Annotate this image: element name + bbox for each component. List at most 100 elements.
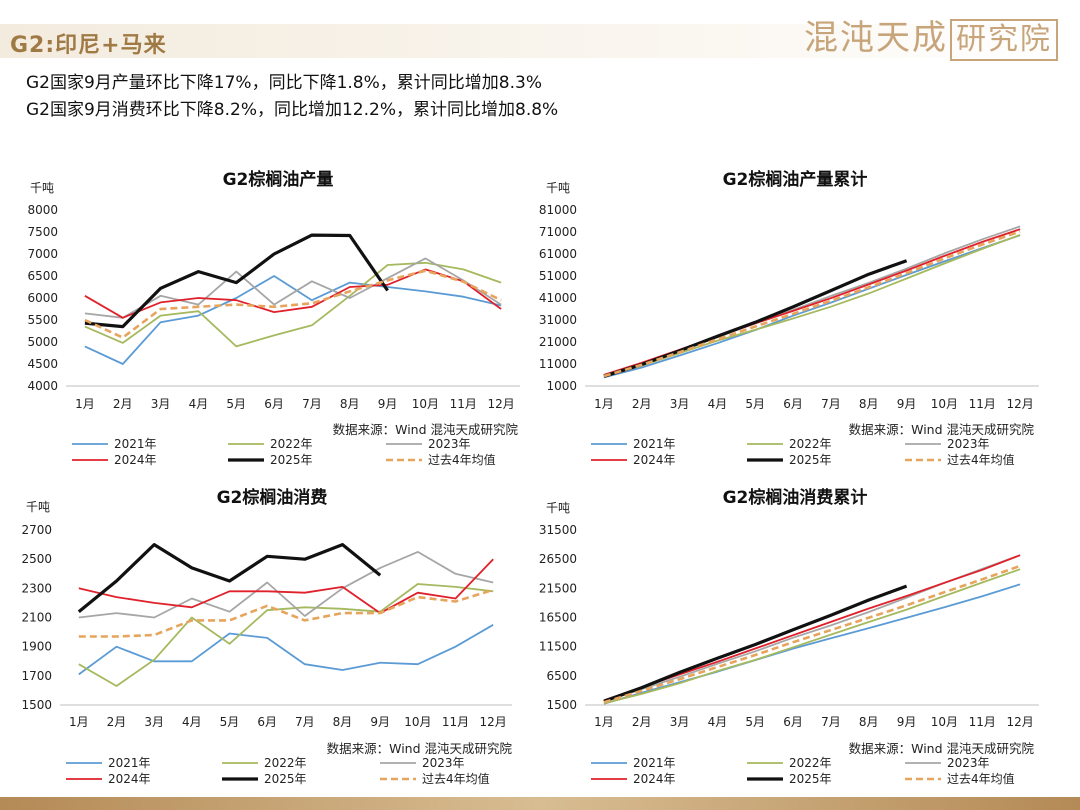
x-tick-label: 10月 <box>931 397 958 411</box>
x-tick-label: 7月 <box>821 397 841 411</box>
x-tick-label: 3月 <box>151 397 171 411</box>
series-line-2022 <box>78 583 494 687</box>
x-tick-label: 9月 <box>897 397 917 411</box>
y-tick-label: 5500 <box>27 313 58 327</box>
x-tick-label: 10月 <box>931 715 958 729</box>
series-line-avg <box>603 230 1021 378</box>
legend-label-avg: 过去4年均值 <box>947 452 1015 467</box>
x-tick-label: 9月 <box>897 715 917 729</box>
x-tick-label: 3月 <box>144 715 164 729</box>
x-tick-label: 4月 <box>708 397 728 411</box>
legend-label-2024: 2024年 <box>633 772 676 786</box>
legend-label-2021: 2021年 <box>633 437 676 451</box>
y-tick-label: 7000 <box>27 247 58 261</box>
x-tick-label: 5月 <box>220 715 240 729</box>
x-tick-label: 8月 <box>340 397 360 411</box>
y-tick-label: 41000 <box>539 291 577 305</box>
y-tick-label: 7500 <box>27 225 58 239</box>
series-line-2025 <box>84 233 389 329</box>
x-tick-label: 3月 <box>670 397 690 411</box>
x-tick-label: 9月 <box>378 397 398 411</box>
x-tick-label: 7月 <box>821 715 841 729</box>
y-tick-label: 11000 <box>539 357 577 371</box>
x-tick-label: 8月 <box>859 715 879 729</box>
series-line-2023 <box>84 257 502 319</box>
chart-title: G2棕榈油产量累计 <box>723 169 868 190</box>
x-tick-label: 12月 <box>480 715 507 729</box>
y-tick-label: 26500 <box>539 552 577 566</box>
series-line-2023 <box>78 551 494 619</box>
x-tick-label: 5月 <box>226 397 246 411</box>
series-line-2021 <box>603 234 1021 379</box>
summary-line-production: G2国家9月产量环比下降17%，同比下降1.8%，累计同比增加8.3% <box>26 73 542 93</box>
y-tick-label: 6500 <box>27 269 58 283</box>
legend-label-2025: 2025年 <box>789 772 832 786</box>
x-tick-label: 11月 <box>442 715 469 729</box>
legend-label-2023: 2023年 <box>422 756 465 770</box>
series-line-2025 <box>603 259 908 378</box>
series-line-2022 <box>603 568 1021 705</box>
x-tick-label: 2月 <box>113 397 133 411</box>
y-tick-label: 5000 <box>27 335 58 349</box>
y-tick-label: 1700 <box>21 669 52 683</box>
legend-label-2025: 2025年 <box>270 453 313 467</box>
legend-label-2023: 2023年 <box>947 756 990 770</box>
logo-box-text: 研究院 <box>950 19 1058 61</box>
legend-label-2022: 2022年 <box>264 756 307 770</box>
y-unit-label: 千吨 <box>26 500 50 514</box>
series-line-2021 <box>603 583 1021 705</box>
x-tick-label: 12月 <box>487 397 514 411</box>
chart-title: G2棕榈油产量 <box>223 169 334 190</box>
y-tick-label: 4500 <box>27 357 58 371</box>
x-tick-label: 8月 <box>859 397 879 411</box>
y-tick-label: 51000 <box>539 269 577 283</box>
legend-label-2024: 2024年 <box>114 453 157 467</box>
y-tick-label: 6500 <box>546 669 577 683</box>
summary-text: G2国家9月产量环比下降17%，同比下降1.8%，累计同比增加8.3% G2国家… <box>26 70 558 124</box>
y-tick-label: 71000 <box>539 225 577 239</box>
y-tick-label: 16500 <box>539 611 577 625</box>
y-tick-label: 2500 <box>21 552 52 566</box>
x-tick-label: 7月 <box>302 397 322 411</box>
y-tick-label: 21500 <box>539 581 577 595</box>
data-source-label: 数据来源：Wind 混沌天成研究院 <box>849 422 1035 437</box>
legend-label-2022: 2022年 <box>789 756 832 770</box>
header: G2:印尼+马来 混沌天成 研究院 <box>0 0 1080 62</box>
header-band <box>0 24 1080 58</box>
x-tick-label: 10月 <box>404 715 431 729</box>
legend-label-2024: 2024年 <box>633 453 676 467</box>
y-tick-label: 6000 <box>27 291 58 305</box>
y-tick-label: 8000 <box>27 203 58 217</box>
x-tick-label: 11月 <box>969 397 996 411</box>
x-tick-label: 8月 <box>333 715 353 729</box>
x-tick-label: 2月 <box>107 715 127 729</box>
x-tick-label: 12月 <box>1006 715 1033 729</box>
x-tick-label: 1月 <box>594 397 614 411</box>
series-line-avg <box>603 564 1021 704</box>
x-tick-label: 1月 <box>594 715 614 729</box>
legend-label-2024: 2024年 <box>108 772 151 786</box>
series-line-2022 <box>84 261 502 348</box>
x-tick-label: 6月 <box>257 715 277 729</box>
y-tick-label: 1500 <box>546 698 577 712</box>
x-tick-label: 11月 <box>969 715 996 729</box>
series-line-2021 <box>78 624 494 676</box>
legend-label-avg: 过去4年均值 <box>947 771 1015 786</box>
x-tick-label: 5月 <box>745 715 765 729</box>
series-line-2024 <box>78 558 494 614</box>
y-tick-label: 1000 <box>546 379 577 393</box>
x-tick-label: 10月 <box>412 397 439 411</box>
x-tick-label: 4月 <box>182 715 202 729</box>
legend-label-2023: 2023年 <box>428 437 471 451</box>
legend-label-2022: 2022年 <box>270 437 313 451</box>
x-tick-label: 6月 <box>783 397 803 411</box>
y-unit-label: 千吨 <box>546 501 570 515</box>
brand-logo: 混沌天成 研究院 <box>804 10 1058 61</box>
x-tick-label: 5月 <box>745 397 765 411</box>
legend-label-2023: 2023年 <box>947 437 990 451</box>
y-tick-label: 2100 <box>21 611 52 625</box>
